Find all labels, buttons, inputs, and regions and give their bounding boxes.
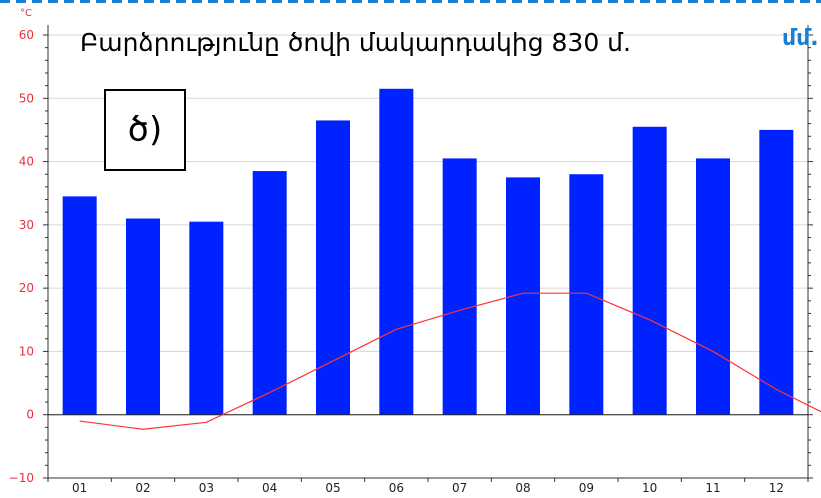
x-tick-label: 03 [199, 481, 214, 495]
y-tick-label: 10 [19, 344, 34, 358]
top-border-segment [720, 0, 730, 3]
x-tick-label: 09 [579, 481, 594, 495]
precipitation-unit: մմ. [782, 26, 819, 51]
bar-month-07 [442, 158, 477, 415]
panel-label: ծ) [127, 110, 163, 150]
top-border-segment [704, 0, 714, 3]
x-tick-label: 12 [769, 481, 784, 495]
x-tick-label: 08 [515, 481, 530, 495]
top-border-segment [496, 0, 506, 3]
y-tick-label: 50 [19, 91, 34, 105]
top-border-segment [688, 0, 698, 3]
panel-label-box: ծ) [104, 89, 186, 171]
top-border-segment [544, 0, 554, 3]
y-tick-label: −10 [9, 471, 34, 485]
top-border-segment [176, 0, 186, 3]
x-tick-label: 07 [452, 481, 467, 495]
bar-month-06 [379, 88, 414, 415]
top-border-segment [320, 0, 330, 3]
x-tick-label: 11 [705, 481, 720, 495]
top-border-segment [64, 0, 74, 3]
top-border-segment [640, 0, 650, 3]
temperature-line [79, 292, 821, 430]
top-border-segment [480, 0, 490, 3]
top-border-segment [128, 0, 138, 3]
axes [43, 25, 813, 482]
top-border-segment [192, 0, 202, 3]
y-tick-label: 40 [19, 155, 34, 169]
top-border-segment [672, 0, 682, 3]
temperature-curve [79, 292, 821, 430]
precipitation-bars [62, 88, 794, 415]
top-border-segment [0, 0, 10, 3]
top-border-segment [528, 0, 538, 3]
top-border-segment [32, 0, 42, 3]
temperature-unit: °C [20, 8, 32, 19]
top-border-segment [432, 0, 442, 3]
y-tick-label: 60 [19, 28, 34, 42]
top-border-segment [784, 0, 794, 3]
top-border-segment [736, 0, 746, 3]
top-border-segment [608, 0, 618, 3]
chart-title: Բարձրությունը ծովի մակարդակից 830 մ. [80, 28, 631, 57]
bar-month-04 [252, 171, 287, 415]
top-border-segment [576, 0, 586, 3]
top-border-segment [800, 0, 810, 3]
top-border-segment [512, 0, 522, 3]
x-tick-label: 06 [389, 481, 404, 495]
top-border-segment [144, 0, 154, 3]
top-border-segment [368, 0, 378, 3]
top-border-segment [16, 0, 26, 3]
x-tick-label: 10 [642, 481, 657, 495]
top-border-segment [416, 0, 426, 3]
top-border-segment [384, 0, 394, 3]
top-border-segment [48, 0, 58, 3]
x-tick-label: 02 [135, 481, 150, 495]
top-border-segment [288, 0, 298, 3]
top-border-segment [464, 0, 474, 3]
top-border-segment [112, 0, 122, 3]
top-border-segment [448, 0, 458, 3]
top-border-segment [560, 0, 570, 3]
top-border-segment [768, 0, 778, 3]
bar-month-02 [126, 218, 160, 415]
top-border-segment [208, 0, 218, 3]
top-border-segment [160, 0, 170, 3]
bar-month-05 [316, 120, 350, 415]
top-border-segment [256, 0, 266, 3]
bar-month-09 [569, 174, 604, 415]
top-border-segment [304, 0, 314, 3]
bar-month-10 [632, 126, 667, 415]
top-border-segment [80, 0, 90, 3]
y-tick-label: 30 [19, 218, 34, 232]
top-border-segment [816, 0, 821, 3]
bar-month-12 [759, 129, 794, 415]
top-border-segment [592, 0, 602, 3]
top-border-segment [656, 0, 666, 3]
bar-month-03 [189, 221, 224, 415]
top-border-segment [352, 0, 362, 3]
top-border-segment [224, 0, 234, 3]
y-tick-label: 20 [19, 281, 34, 295]
tick-labels: −10 0 10 20 30 40 50 60 °C 01 02 03 04 05 06 07 08 09 10 11… [9, 8, 784, 495]
x-tick-label: 01 [72, 481, 87, 495]
top-border-segment [336, 0, 346, 3]
bar-month-11 [696, 158, 730, 415]
top-border-segment [272, 0, 282, 3]
bar-month-01 [62, 196, 97, 415]
x-tick-label: 05 [325, 481, 340, 495]
top-border-segment [624, 0, 634, 3]
top-border-segment [752, 0, 762, 3]
top-border-segment [96, 0, 106, 3]
top-border-segment [400, 0, 410, 3]
y-tick-label: 0 [26, 408, 34, 422]
x-tick-label: 04 [262, 481, 277, 495]
top-border-segment [240, 0, 250, 3]
